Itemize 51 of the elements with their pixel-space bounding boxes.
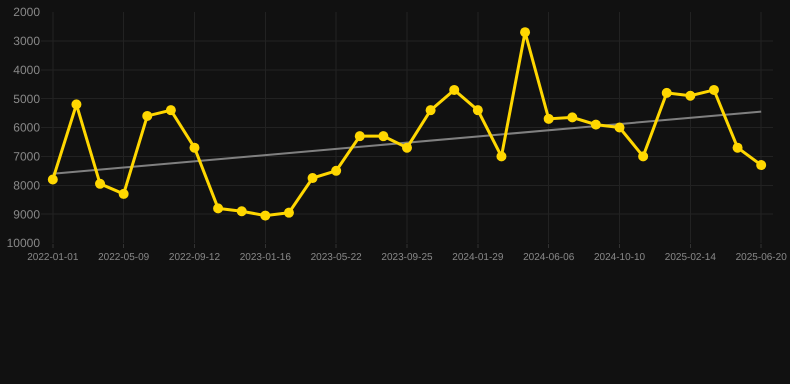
point	[756, 160, 766, 170]
point	[331, 166, 342, 176]
x-tick-label: 2023-01-16	[240, 252, 292, 263]
point	[260, 210, 270, 221]
point	[590, 120, 601, 130]
y-tick-label: 4000	[13, 62, 40, 77]
point	[284, 208, 294, 218]
x-tick-label: 2025-02-14	[664, 252, 716, 263]
point	[118, 188, 129, 199]
point	[426, 105, 436, 116]
point	[213, 203, 224, 214]
point	[402, 142, 412, 153]
x-tick-label: 2022-01-01	[27, 252, 79, 263]
point	[685, 90, 696, 101]
y-tick-label: 6000	[13, 120, 40, 135]
x-tick-label: 2022-05-09	[98, 252, 150, 263]
point	[95, 178, 106, 189]
x-tick-label: 2024-10-10	[594, 252, 646, 263]
x-tick-label: 2023-05-22	[310, 252, 362, 263]
point	[708, 84, 719, 95]
y-tick-label: 10000	[6, 236, 40, 250]
point	[236, 206, 247, 216]
y-tick-label: 9000	[13, 207, 40, 222]
point	[732, 142, 743, 153]
point	[496, 151, 506, 162]
point	[142, 110, 152, 121]
point	[614, 122, 625, 132]
point	[472, 105, 483, 116]
point	[48, 174, 58, 184]
point	[662, 88, 672, 98]
point	[354, 131, 365, 142]
x-tick-label: 2025-06-20	[736, 252, 788, 263]
point	[449, 84, 460, 95]
point	[166, 105, 176, 116]
y-tick-label: 7000	[13, 150, 40, 164]
x-tick-label: 2022-09-12	[168, 252, 220, 263]
y-tick-label: 2000	[13, 5, 40, 20]
point	[520, 27, 530, 38]
point	[378, 131, 388, 142]
point	[638, 151, 648, 162]
point	[544, 114, 554, 124]
y-tick-label: 8000	[13, 178, 40, 192]
x-tick-label: 2024-01-29	[452, 252, 504, 263]
point	[189, 142, 200, 153]
y-tick-label: 3000	[13, 34, 40, 48]
y-tick-label: 5000	[13, 92, 40, 106]
point	[71, 99, 82, 110]
x-tick-label: 2023-09-25	[381, 252, 434, 263]
point	[308, 173, 318, 184]
point	[567, 112, 578, 122]
x-tick-label: 2024-06-06	[523, 252, 575, 263]
